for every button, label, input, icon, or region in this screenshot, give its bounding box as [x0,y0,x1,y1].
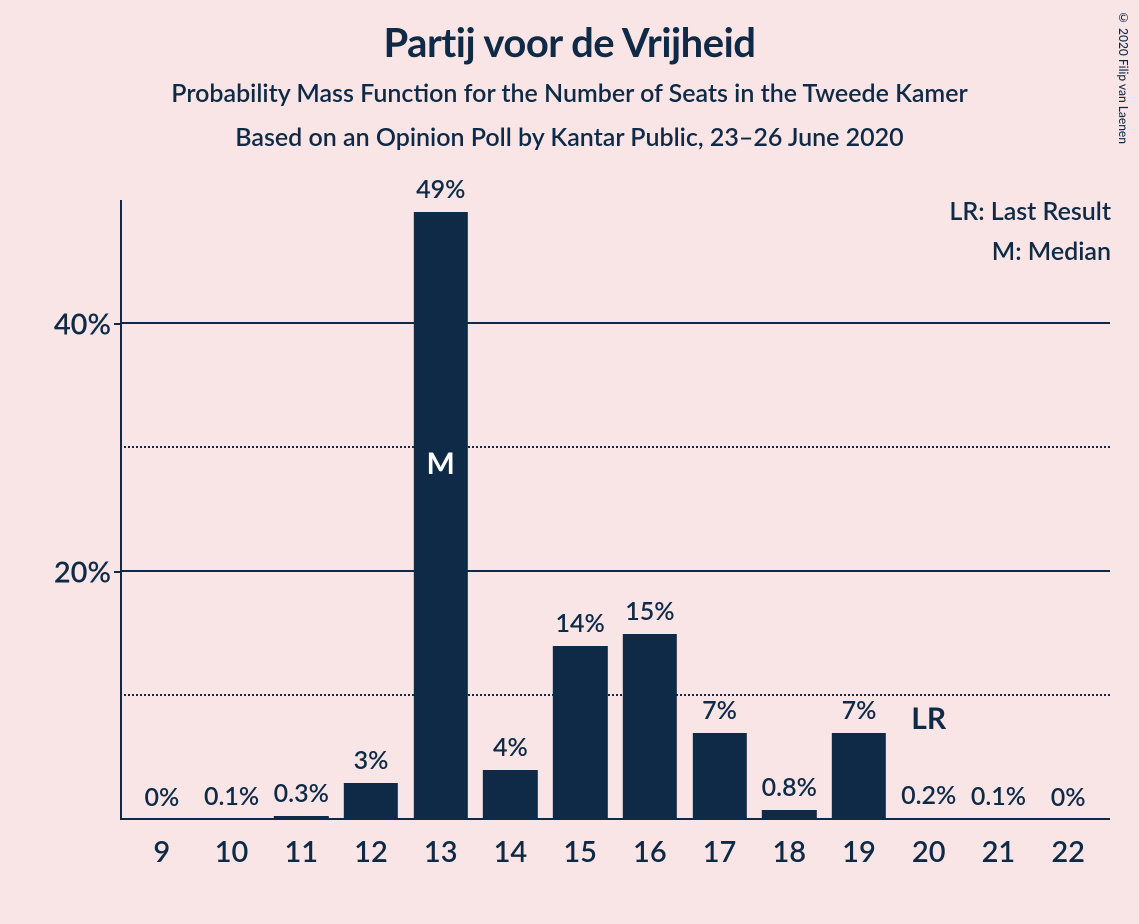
bar-value-label: 0.1% [204,781,259,811]
bar [483,770,537,820]
chart-titles: Partij voor de Vrijheid Probability Mass… [0,0,1139,152]
bar [692,733,746,820]
y-tick-mark [114,571,122,573]
bar-value-label: 0.1% [971,781,1026,811]
bar-value-label: 0.8% [762,772,817,802]
x-tick-label: 17 [703,834,737,869]
y-tick-mark [114,323,122,325]
bar-value-label: 0% [1051,782,1086,812]
grid-major [120,322,1110,324]
last-result-marker: LR [911,700,946,736]
bar-group: 14% [553,646,607,820]
chart-title: Partij voor de Vrijheid [0,18,1139,66]
chart-subtitle-1: Probability Mass Function for the Number… [0,78,1139,108]
x-tick-label: 10 [215,834,249,869]
bar-value-label: 4% [493,732,528,762]
x-axis-line [120,818,1110,820]
grid-minor [120,446,1110,448]
bar-group: 3% [344,783,398,820]
bar-value-label: 49% [416,174,465,204]
grid-major [120,570,1110,572]
x-tick-label: 21 [982,834,1016,869]
y-tick-label: 40% [54,307,111,342]
chart-subtitle-2: Based on an Opinion Poll by Kantar Publi… [0,122,1139,152]
bar-value-label: 7% [702,695,737,725]
plot-area: 0% 0.1% 0.3% 3% 49% 4% 14% 15% 7% 0.8% 7% 0.2% 0.1% 0… [120,200,1110,820]
bar-group: 7% [832,733,886,820]
bar-value-label: 3% [354,745,389,775]
x-tick-label: 11 [284,834,318,869]
x-tick-label: 16 [633,834,667,869]
bar-group: 7% [692,733,746,820]
x-tick-label: 14 [494,834,528,869]
x-tick-label: 12 [354,834,388,869]
bar [414,212,468,820]
bar-group: 49% [414,212,468,820]
grid-minor [120,694,1110,696]
y-axis-line [120,200,122,820]
bar [623,634,677,820]
x-tick-label: 18 [772,834,806,869]
x-tick-label: 13 [424,834,458,869]
y-tick-label: 20% [54,555,111,590]
x-tick-label: 9 [153,834,170,869]
bars-layer: 0% 0.1% 0.3% 3% 49% 4% 14% 15% 7% 0.8% 7% 0.2% 0.1% 0… [120,200,1110,820]
bar [553,646,607,820]
x-tick-label: 15 [563,834,597,869]
bar-group: 4% [483,770,537,820]
bar-value-label: 0.2% [901,780,956,810]
bar-value-label: 7% [842,695,877,725]
bar-value-label: 14% [556,608,605,638]
median-marker: M [427,445,455,481]
x-tick-label: 19 [842,834,876,869]
bar [344,783,398,820]
bar-value-label: 15% [625,596,674,626]
bar-value-label: 0.3% [274,778,329,808]
x-tick-label: 22 [1051,834,1085,869]
copyright-text: © 2020 Filip van Laenen [1116,10,1131,144]
bar [832,733,886,820]
chart-container: © 2020 Filip van Laenen Partij voor de V… [0,0,1139,924]
x-tick-label: 20 [912,834,946,869]
bar-group: 15% [623,634,677,820]
bar-value-label: 0% [144,782,179,812]
